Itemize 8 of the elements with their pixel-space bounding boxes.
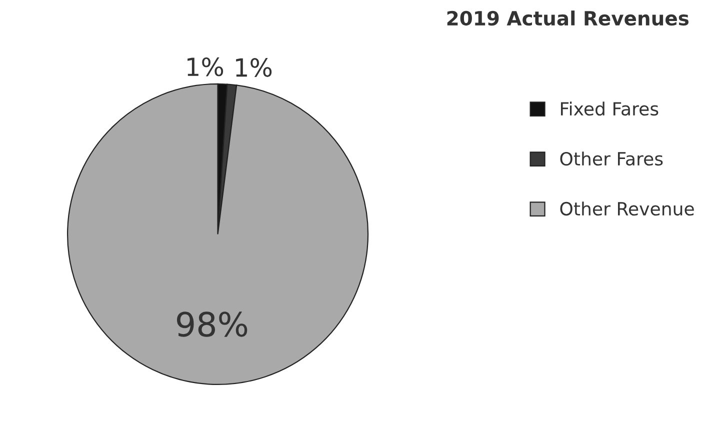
pie-slice bbox=[66, 83, 369, 385]
legend-label: Other Fares bbox=[560, 152, 663, 166]
data-label: 1% bbox=[188, 57, 224, 76]
chart-title: 2019 Actual Revenues bbox=[447, 10, 689, 26]
data-label: 98% bbox=[176, 312, 248, 337]
data-label: 1% bbox=[236, 58, 272, 77]
legend-label: Fixed Fares bbox=[560, 102, 658, 116]
legend-label: Other Revenue bbox=[560, 202, 694, 216]
